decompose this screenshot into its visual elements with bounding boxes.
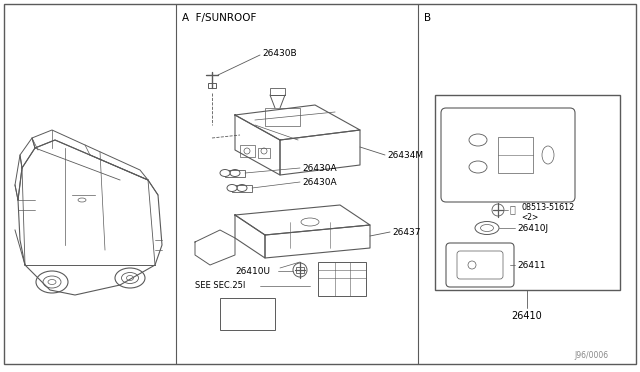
Text: 26410J: 26410J xyxy=(517,224,548,232)
Bar xyxy=(498,137,533,173)
Text: 26410U: 26410U xyxy=(235,266,270,276)
Text: 26430A: 26430A xyxy=(302,177,337,186)
Ellipse shape xyxy=(227,185,237,192)
Text: 26430A: 26430A xyxy=(302,164,337,173)
Text: B: B xyxy=(424,13,431,23)
Bar xyxy=(258,148,270,158)
Text: J96/0006: J96/0006 xyxy=(574,352,608,360)
Text: <2>: <2> xyxy=(521,212,538,221)
Bar xyxy=(296,267,304,273)
Bar xyxy=(435,95,620,290)
Bar xyxy=(270,88,285,95)
Text: 08513-51612: 08513-51612 xyxy=(521,202,574,212)
Text: 26430B: 26430B xyxy=(262,48,296,58)
Text: A  F/SUNROOF: A F/SUNROOF xyxy=(182,13,257,23)
Bar xyxy=(225,170,245,176)
Text: 26411: 26411 xyxy=(517,260,545,269)
Bar xyxy=(232,185,252,192)
Bar xyxy=(240,145,255,157)
Text: Ⓢ: Ⓢ xyxy=(510,204,516,214)
Bar xyxy=(208,83,216,88)
Text: 26410: 26410 xyxy=(511,311,542,321)
Bar xyxy=(318,262,366,296)
Bar xyxy=(265,108,300,126)
Text: 26434M: 26434M xyxy=(387,151,423,160)
Ellipse shape xyxy=(220,170,230,176)
Text: 26437: 26437 xyxy=(392,228,420,237)
Text: SEE SEC.25I: SEE SEC.25I xyxy=(195,282,245,291)
Bar xyxy=(220,298,275,330)
